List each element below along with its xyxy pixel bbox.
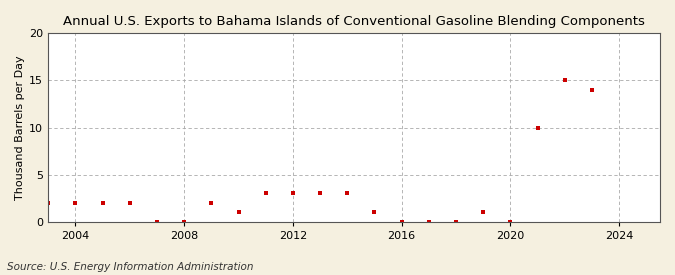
Text: Source: U.S. Energy Information Administration: Source: U.S. Energy Information Administ… <box>7 262 253 272</box>
Title: Annual U.S. Exports to Bahama Islands of Conventional Gasoline Blending Componen: Annual U.S. Exports to Bahama Islands of… <box>63 15 645 28</box>
Y-axis label: Thousand Barrels per Day: Thousand Barrels per Day <box>15 55 25 200</box>
